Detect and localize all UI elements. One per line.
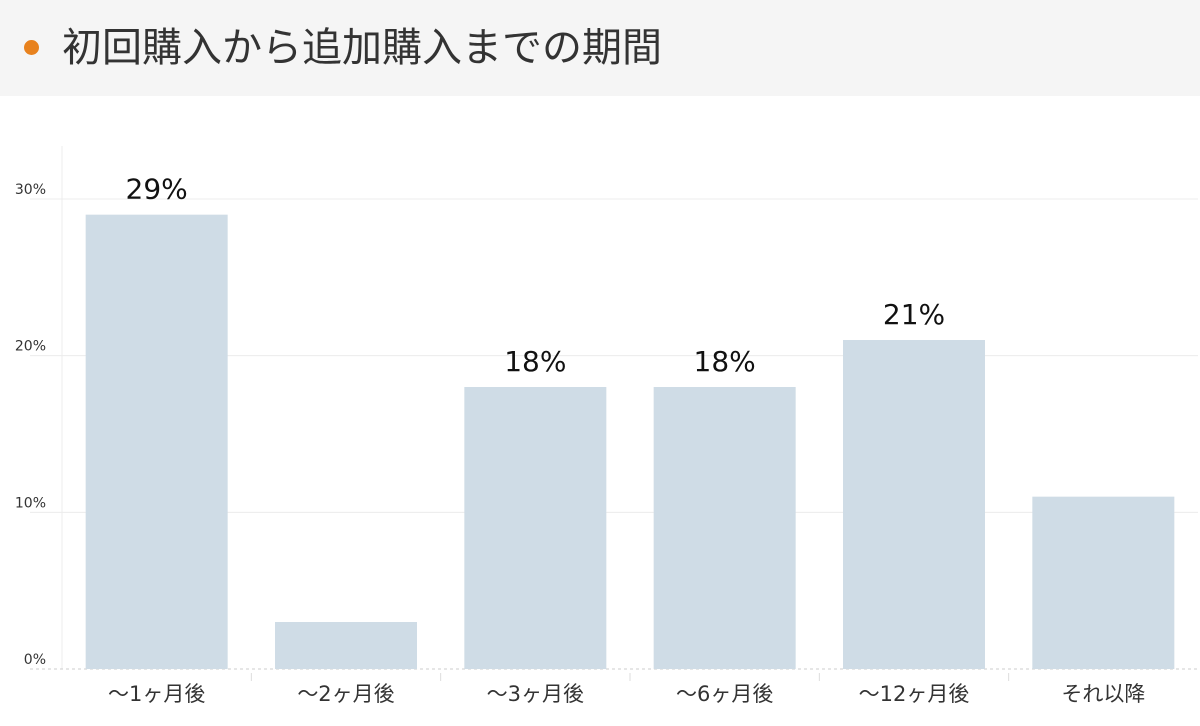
data-label: 18% [504,345,566,378]
x-tick-label: 〜6ヶ月後 [676,682,773,706]
y-tick-label: 0% [24,652,46,668]
y-axis-ticks: 0% 10% 20% 30% [15,182,46,668]
data-labels: 29% 18% 18% 21% [126,173,946,378]
x-axis-ticks: 〜1ヶ月後 〜2ヶ月後 〜3ヶ月後 〜6ヶ月後 〜12ヶ月後 それ以降 [108,673,1145,706]
bar [85,214,228,669]
x-tick-label: 〜1ヶ月後 [108,682,205,706]
title-bullet-icon [24,40,39,55]
bars [85,214,1175,669]
bar [653,387,796,669]
x-tick-label: それ以降 [1061,682,1145,706]
bar [275,622,417,669]
data-label: 29% [126,173,188,206]
x-tick-label: 〜2ヶ月後 [297,682,394,706]
bar-chart: 0% 10% 20% 30% 29% 18% 18% 21% 〜1ヶ月後 〜2ヶ月後 〜3ヶ月後… [15,146,1198,706]
data-label: 21% [883,298,945,331]
chart-title: 初回購入から追加購入までの期間 [62,25,662,71]
data-label: 18% [694,345,756,378]
x-tick-label: 〜12ヶ月後 [859,682,970,706]
y-tick-label: 30% [15,182,46,198]
y-tick-label: 20% [15,339,46,355]
bar [464,387,607,669]
y-tick-label: 10% [15,495,46,511]
x-tick-label: 〜3ヶ月後 [487,682,584,706]
title-bar: 初回購入から追加購入までの期間 [0,0,1200,96]
bar [1032,496,1175,669]
bar [843,340,985,669]
